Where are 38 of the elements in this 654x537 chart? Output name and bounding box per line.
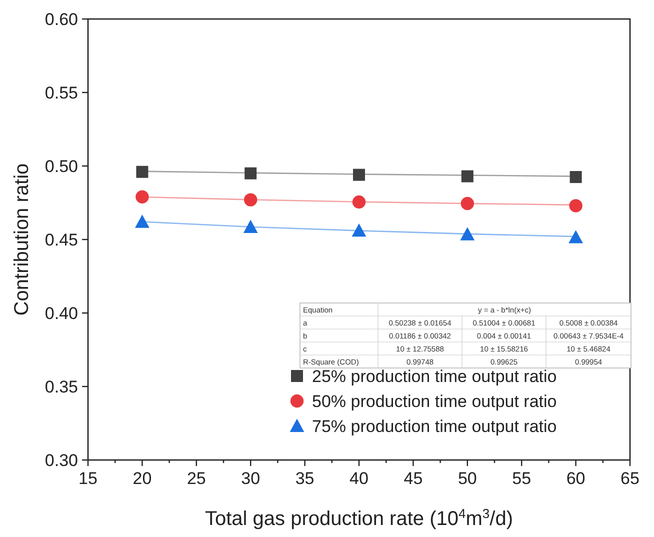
x-tick-label: 55 xyxy=(512,469,532,488)
x-tick-label: 30 xyxy=(241,469,260,488)
y-tick-label: 0.40 xyxy=(44,304,78,323)
y-tick-label: 0.55 xyxy=(44,84,78,102)
point xyxy=(569,199,582,212)
x-tick-label: 65 xyxy=(620,469,640,488)
x-axis-title: Total gas production rate (10$^{4}$m$^{3}$/d) xyxy=(205,506,513,530)
legend-label: 25% production time output ratio xyxy=(312,367,557,386)
x-tick-label: 50 xyxy=(458,469,477,488)
point xyxy=(352,195,366,209)
point xyxy=(136,190,149,204)
y-tick-label: 0.50 xyxy=(44,157,78,176)
y-tick-label: 0.45 xyxy=(44,230,78,250)
point xyxy=(352,223,366,237)
y-tick-label: 0.60 xyxy=(44,10,78,29)
point xyxy=(570,171,582,184)
point xyxy=(136,166,148,178)
y-axis-title: Contribution ratio xyxy=(11,163,33,316)
x-tick-label: 60 xyxy=(566,469,586,488)
point xyxy=(353,168,365,181)
point xyxy=(244,193,258,206)
point xyxy=(243,220,258,234)
x-tick-label: 45 xyxy=(404,469,423,488)
point xyxy=(461,170,474,182)
point xyxy=(244,167,257,180)
point xyxy=(460,196,474,210)
point xyxy=(460,227,475,240)
y-tick-label: 0.35 xyxy=(44,378,78,396)
y-tick-label: 0.30 xyxy=(44,451,78,470)
x-tick-label: 25 xyxy=(186,469,206,488)
x-tick-label: 15 xyxy=(78,469,98,488)
legend-label: 50% production time output ratio xyxy=(312,392,557,411)
x-tick-label: 40 xyxy=(350,469,368,488)
point xyxy=(568,230,583,244)
x-tick-label: 35 xyxy=(295,469,314,488)
point xyxy=(135,214,150,228)
x-tick-label: 20 xyxy=(132,469,152,488)
legend-label: 75% production time output ratio xyxy=(312,417,557,436)
